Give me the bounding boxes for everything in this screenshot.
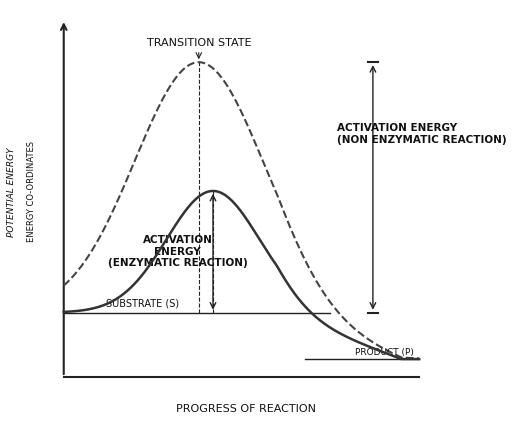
Text: TRANSITION STATE: TRANSITION STATE xyxy=(146,38,251,48)
Text: SUBSTRATE (S): SUBSTRATE (S) xyxy=(106,298,180,309)
Text: PRODUCT (P): PRODUCT (P) xyxy=(355,348,414,357)
Text: ACTIVATION ENERGY
(NON ENZYMATIC REACTION): ACTIVATION ENERGY (NON ENZYMATIC REACTIO… xyxy=(338,123,507,144)
Text: PROGRESS OF REACTION: PROGRESS OF REACTION xyxy=(176,404,316,414)
Text: POTENTIAL ENERGY: POTENTIAL ENERGY xyxy=(7,147,16,237)
Text: ENERGY CO-ORDINATES: ENERGY CO-ORDINATES xyxy=(27,142,36,242)
Text: ACTIVATION
ENERGY
(ENZYMATIC REACTION): ACTIVATION ENERGY (ENZYMATIC REACTION) xyxy=(107,235,247,268)
